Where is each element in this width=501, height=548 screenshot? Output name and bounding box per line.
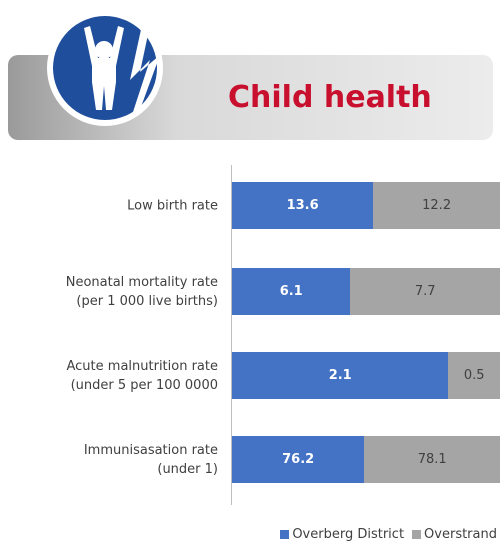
value-label: 76.2 [282,452,315,467]
value-label: 7.7 [414,284,436,299]
value-label: 13.6 [286,198,319,213]
legend-swatch [412,530,422,539]
value-label: 12.2 [422,198,452,213]
bar: 13.6 [232,182,374,229]
bar: 0.5 [448,352,500,399]
bar: 76.2 [232,436,365,483]
bar: 12.2 [373,182,500,229]
bar: 78.1 [364,436,500,483]
axis-line [231,165,232,505]
legend-item: Overstrand [412,527,497,542]
title: Child health [228,80,432,115]
bar: 7.7 [350,268,500,315]
category-label: Low birth rate [127,198,218,213]
category-label: Immunisasation rate (under 1) [83,442,218,477]
value-label: 6.1 [279,284,303,299]
header-graphic [8,10,493,140]
bar: 2.1 [232,352,449,399]
bar: 6.1 [232,268,351,315]
value-label: 2.1 [328,368,352,383]
value-label: 78.1 [417,452,447,467]
icon-figure [84,26,124,110]
category-label: Acute malnutrition rate (under 5 per 100… [66,358,219,393]
category-label: Neonatal mortality rate (per 1 000 live … [65,274,218,309]
legend-swatch [280,530,290,539]
legend-label: Overberg District [292,527,405,542]
legend: Overberg District Overstrand [280,527,497,542]
legend-label: Overstrand [424,527,497,542]
icon-bolt [130,25,160,115]
value-label: 0.5 [463,368,485,383]
legend-item: Overberg District [280,527,404,542]
